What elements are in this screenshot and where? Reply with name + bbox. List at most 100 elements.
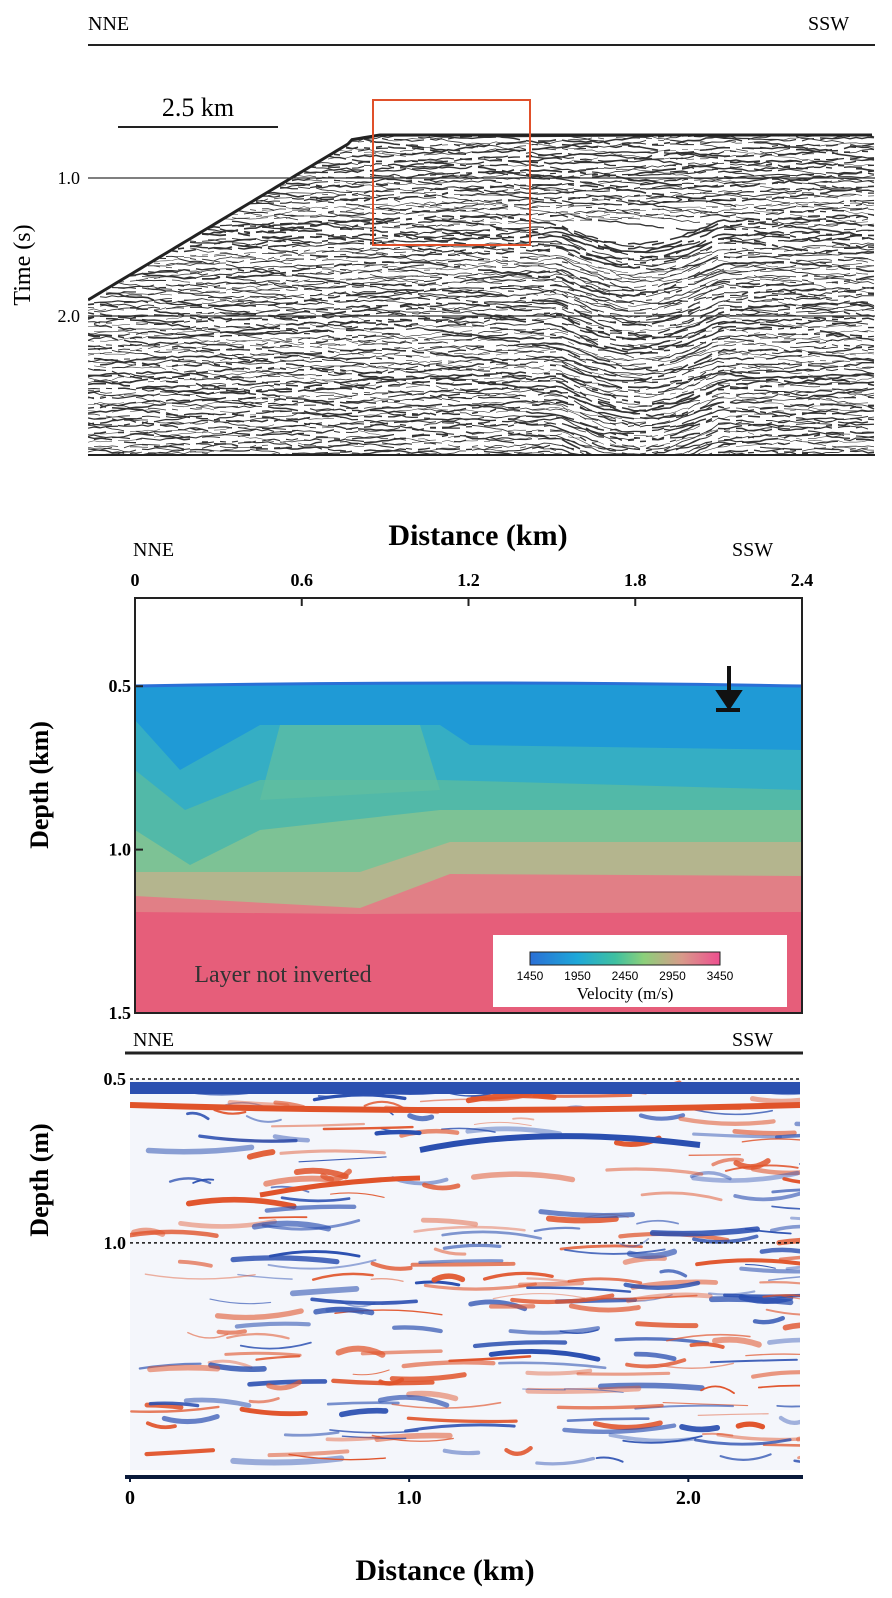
- reflector: [407, 1113, 435, 1122]
- reflector: [404, 1423, 516, 1433]
- right-label: SSW: [732, 539, 773, 561]
- arrow: [715, 666, 743, 712]
- reflector: [141, 261, 875, 297]
- reflector: [538, 1209, 636, 1218]
- reflector: [88, 323, 875, 347]
- reflector: [526, 1286, 632, 1293]
- reflector: [782, 1177, 800, 1184]
- reflector: [508, 1326, 600, 1335]
- reflector: [93, 392, 875, 424]
- reflector: [418, 1259, 504, 1264]
- velocity-layer: [260, 725, 440, 800]
- reflector: [733, 1158, 771, 1170]
- reflector: [767, 1337, 800, 1345]
- reflector: [420, 1217, 479, 1227]
- reflector: [88, 447, 875, 455]
- reflector: [522, 1388, 566, 1391]
- reflector: [94, 330, 875, 368]
- x-axis-title: Distance (km): [388, 519, 567, 552]
- reflector: [289, 1286, 360, 1297]
- y-axis-label: Depth (km): [25, 721, 54, 849]
- reflector: [679, 1423, 721, 1433]
- reflector: [431, 1273, 466, 1283]
- reflector: [595, 1456, 624, 1463]
- reflector: [623, 1280, 701, 1290]
- reflector: [310, 1297, 418, 1305]
- reflector: [237, 1273, 293, 1280]
- surface: [134, 681, 803, 688]
- reflector: [88, 316, 875, 355]
- reflector: [144, 1402, 184, 1410]
- reflector: [88, 459, 874, 493]
- reflector: [267, 452, 745, 455]
- reflector: [741, 1138, 800, 1143]
- reflector: [306, 449, 817, 455]
- reflector: [775, 1133, 800, 1139]
- seismic-bg: [130, 1079, 800, 1470]
- reflector: [692, 1234, 759, 1244]
- reflector: [88, 462, 874, 500]
- reflector: [693, 1108, 773, 1116]
- reflector: [247, 1379, 328, 1387]
- reflector: [325, 1435, 381, 1442]
- reflector: [771, 1205, 800, 1210]
- reflector: [153, 252, 875, 275]
- reflector: [711, 1157, 744, 1167]
- reflector: [798, 1163, 800, 1165]
- reflector: [88, 360, 875, 398]
- reflector: [525, 1385, 642, 1394]
- reflector: [751, 1370, 800, 1379]
- y-axis-label: Time (s): [10, 224, 36, 305]
- x-tick-label: 0: [131, 570, 140, 590]
- reflector: [635, 1321, 699, 1329]
- reflector: [545, 1215, 619, 1224]
- scale-bar-label: 2.5 km: [162, 93, 234, 122]
- reflector: [270, 1122, 366, 1128]
- reflector: [177, 1259, 213, 1268]
- reflector: [659, 1362, 734, 1369]
- reflector: [592, 1420, 663, 1430]
- reflector: [482, 1271, 554, 1281]
- reflector: [234, 1321, 311, 1329]
- x-axis-label: Distance (km): [355, 1554, 534, 1587]
- reflector: [563, 1388, 624, 1394]
- reflector: [377, 1394, 450, 1408]
- reflector: [144, 1448, 216, 1457]
- reflector: [88, 325, 875, 351]
- annotation: Layer not inverted: [194, 962, 371, 988]
- y-tick-label: 1.0: [109, 840, 132, 860]
- reflector: [360, 1349, 443, 1356]
- reflector: [131, 1227, 166, 1237]
- reflector: [442, 1243, 502, 1250]
- reflector: [341, 1435, 407, 1440]
- seismic-image: [88, 135, 875, 500]
- reflector: [691, 1170, 800, 1183]
- colorbar-tick-label: 1950: [564, 969, 591, 983]
- reflector: [93, 375, 875, 414]
- scale-bar-bg: [118, 96, 288, 130]
- reflector: [338, 1407, 389, 1418]
- reflector: [88, 464, 874, 498]
- left-label: NNE: [88, 13, 129, 35]
- reflector: [266, 1379, 302, 1391]
- reflector: [293, 1167, 349, 1180]
- x-tick-label: 2.4: [791, 570, 814, 590]
- reflector: [626, 1248, 678, 1260]
- seismic-image: [130, 1079, 800, 1470]
- y-tick-label: 1.0: [58, 168, 81, 188]
- reflector: [776, 1237, 800, 1246]
- reflector: [309, 159, 875, 179]
- reflector: [401, 1360, 496, 1369]
- reflector: [605, 1167, 704, 1176]
- reflector: [255, 189, 875, 209]
- reflector: [776, 1404, 800, 1408]
- reflector: [88, 385, 875, 418]
- reflector: [564, 1248, 666, 1255]
- reflector: [762, 1443, 800, 1447]
- reflector: [419, 1133, 701, 1153]
- reflector: [689, 1171, 732, 1181]
- reflector: [145, 1421, 177, 1430]
- reflector: [291, 178, 875, 197]
- reflector: [559, 1244, 643, 1251]
